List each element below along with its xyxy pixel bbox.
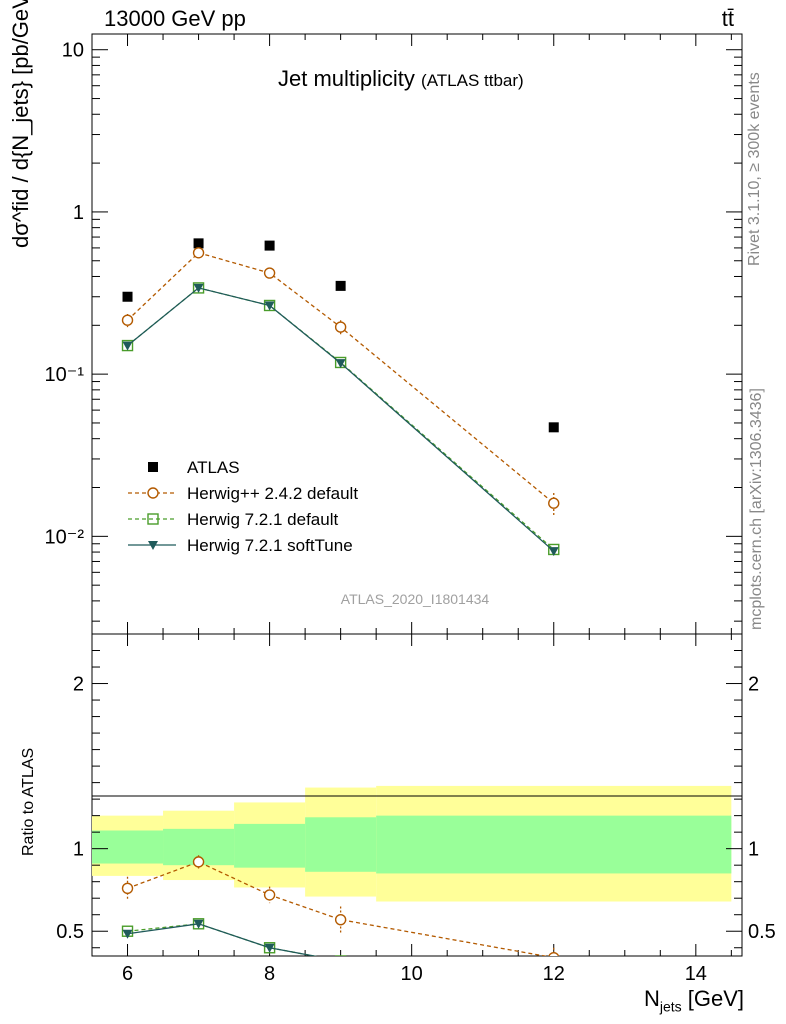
y-tick-label-main: 10⁻²: [45, 526, 85, 548]
x-tick-label-8: 8: [264, 963, 275, 985]
legend-marker-1: [147, 487, 159, 499]
legend-marker-3: [148, 541, 158, 550]
y-tick-label-ratio-right: 2: [748, 674, 759, 696]
side-label-mcplots: mcplots.cern.ch [arXiv:1306.3436]: [748, 388, 765, 630]
point-ratio-1-3: [334, 913, 347, 926]
y-tick-label-main: 1: [73, 202, 84, 224]
y-tick-label-ratio-left: 0.5: [56, 921, 84, 943]
y-tick-label-ratio-right: 1: [748, 839, 759, 861]
point-main-0-2: [264, 240, 275, 251]
y-axis-label-ratio: Ratio to ATLAS: [20, 747, 37, 856]
header-left: 13000 GeV pp: [104, 6, 246, 31]
band-inner-3: [305, 817, 377, 872]
x-axis-label: Njets [GeV]: [644, 986, 744, 1014]
x-axis-label-main: N: [643, 986, 660, 1011]
point-ratio-1-1: [192, 856, 205, 868]
band-inner-4: [376, 815, 732, 874]
legend-label-0: ATLAS: [187, 458, 240, 477]
x-axis-label-unit: [GeV]: [687, 986, 744, 1011]
point-main-3-4: [548, 547, 559, 557]
y-tick-label-main: 10: [62, 40, 84, 62]
ratio-series: [121, 855, 560, 966]
ratio-frame: [91, 633, 743, 957]
y-tick-label-main: 10⁻¹: [45, 364, 85, 386]
legend-label-1: Herwig++ 2.4.2 default: [187, 484, 358, 503]
x-tick-label-6: 6: [122, 963, 133, 985]
y-tick-label-ratio-left: 1: [73, 839, 84, 861]
y-tick-label-ratio-left: 2: [73, 674, 84, 696]
legend-label-3: Herwig 7.2.1 softTune: [187, 536, 353, 555]
point-main-1-4: [548, 497, 560, 509]
analysis-id: ATLAS_2020_I1801434: [341, 591, 490, 607]
legend-marker-2: [147, 513, 159, 525]
legend-marker-0: [148, 462, 158, 472]
point-ratio-2-3: [334, 955, 347, 956]
point-main-0-3: [335, 280, 346, 291]
x-axis-label-sub: jets: [659, 998, 682, 1015]
band-inner-2: [234, 823, 306, 868]
chart-title-sub: (ATLAS ttbar): [421, 71, 524, 90]
chart-title-main: Jet multiplicity: [278, 66, 415, 91]
point-main-1-1: [192, 247, 205, 259]
point-ratio-1-4: [548, 951, 560, 956]
point-ratio-3-0: [122, 929, 133, 939]
point-main-1-3: [334, 321, 347, 333]
main-series: [121, 238, 560, 557]
ratio-bands: [92, 785, 732, 902]
point-main-0-4: [548, 422, 559, 433]
point-ratio-3-3: [336, 957, 346, 966]
chart-title: Jet multiplicity (ATLAS ttbar): [278, 66, 524, 92]
x-tick-label-12: 12: [543, 963, 565, 985]
y-tick-label-ratio-right: 0.5: [748, 921, 776, 943]
point-ratio-3-2: [264, 943, 275, 953]
point-ratio-1-2: [263, 889, 276, 901]
legend-label-2: Herwig 7.2.1 default: [187, 510, 338, 529]
point-main-3-2: [264, 301, 275, 311]
point-main-1-2: [263, 267, 276, 279]
band-inner-0: [92, 830, 164, 864]
point-main-3-1: [193, 283, 204, 293]
point-ratio-3-1: [193, 919, 204, 929]
side-label-rivet: Rivet 3.1.10, ≥ 300k events: [746, 72, 763, 266]
point-main-3-0: [122, 341, 133, 351]
header-right: tt̄: [721, 6, 734, 31]
point-main-0-0: [122, 291, 133, 302]
axis-ticks: 6 8 10 12 14 10 1 10⁻¹ 10⁻² 2 2 1 1 0.5 0.5: [45, 34, 776, 985]
x-tick-label-14: 14: [685, 963, 707, 985]
point-main-1-0: [121, 314, 134, 326]
point-main-3-3: [335, 359, 346, 369]
y-axis-label-main: dσ^fid / d{N_jets} [pb/GeV]: [8, 0, 33, 248]
legend: ATLAS Herwig++ 2.4.2 default Herwig 7.2.1 …: [128, 458, 358, 555]
point-main-0-1: [193, 238, 204, 249]
x-tick-label-10: 10: [401, 963, 423, 985]
point-ratio-1-0: [121, 882, 134, 894]
